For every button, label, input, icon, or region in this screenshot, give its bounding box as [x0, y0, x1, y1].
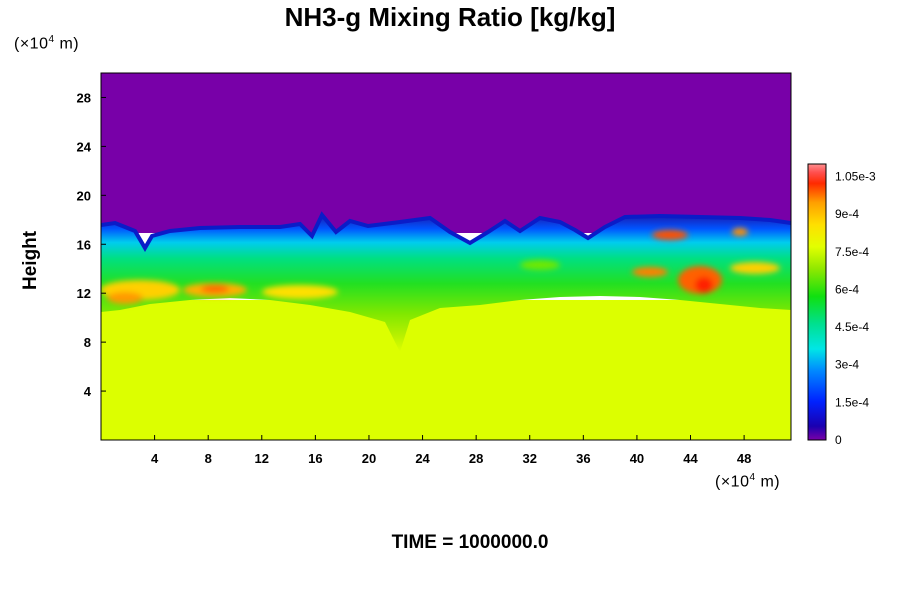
- x-tick-label: 32: [523, 451, 537, 466]
- x-tick-label: 28: [469, 451, 483, 466]
- layer-edge: [101, 211, 791, 252]
- y-tick-label: 4: [84, 384, 92, 399]
- y-tick-label: 12: [77, 286, 91, 301]
- time-value: 1000000.0: [458, 532, 549, 553]
- mixing-layer: [101, 215, 791, 352]
- x-tick-label: 44: [683, 451, 698, 466]
- high-patches: [101, 228, 780, 304]
- heatmap-field: [101, 73, 791, 440]
- colorbar-label: 3e-4: [835, 358, 859, 372]
- time-label: TIME = 1000000.0: [391, 532, 549, 553]
- colorbar-label: 6e-4: [835, 282, 859, 296]
- colorbar: [807, 163, 827, 441]
- colorbar-label: 1.5e-4: [835, 395, 869, 409]
- y-ticks: 4 8 12 16 20 24 28: [77, 90, 106, 399]
- y-tick-label: 24: [77, 139, 92, 154]
- x-tick-label: 20: [362, 451, 376, 466]
- lower-region: [101, 300, 791, 440]
- y-tick-label: 20: [77, 188, 91, 203]
- y-tick-label: 8: [84, 335, 91, 350]
- x-tick-label: 36: [576, 451, 590, 466]
- y-tick-label: 16: [77, 237, 91, 252]
- colorbar-label: 9e-4: [835, 207, 859, 221]
- x-tick-label: 8: [205, 451, 212, 466]
- colorbar-label: 0: [835, 433, 842, 447]
- x-tick-label: 16: [308, 451, 322, 466]
- y-unit-label: (×104 m): [14, 34, 80, 53]
- x-tick-label: 4: [151, 451, 159, 466]
- x-tick-label: 40: [630, 451, 644, 466]
- colorbar-label: 7.5e-4: [835, 245, 869, 259]
- x-ticks: 4 8 12 16 20 24 28 32 36 40 44 48: [151, 435, 751, 466]
- y-tick-label: 28: [77, 90, 91, 105]
- x-tick-label: 48: [737, 451, 751, 466]
- colorbar-ticks: 0 1.5e-4 3e-4 4.5e-4 6e-4 7.5e-4 9e-4 1.05e-3: [835, 170, 876, 447]
- x-unit-label: (×104 m): [715, 472, 781, 491]
- colorbar-label: 4.5e-4: [835, 320, 869, 334]
- x-tick-label: 24: [415, 451, 430, 466]
- plot-frame: [100, 72, 792, 441]
- x-tick-label: 12: [255, 451, 269, 466]
- chart-title: NH3-g Mixing Ratio [kg/kg]: [284, 2, 616, 32]
- upper-region: [101, 73, 791, 233]
- colorbar-label: 1.05e-3: [835, 170, 876, 184]
